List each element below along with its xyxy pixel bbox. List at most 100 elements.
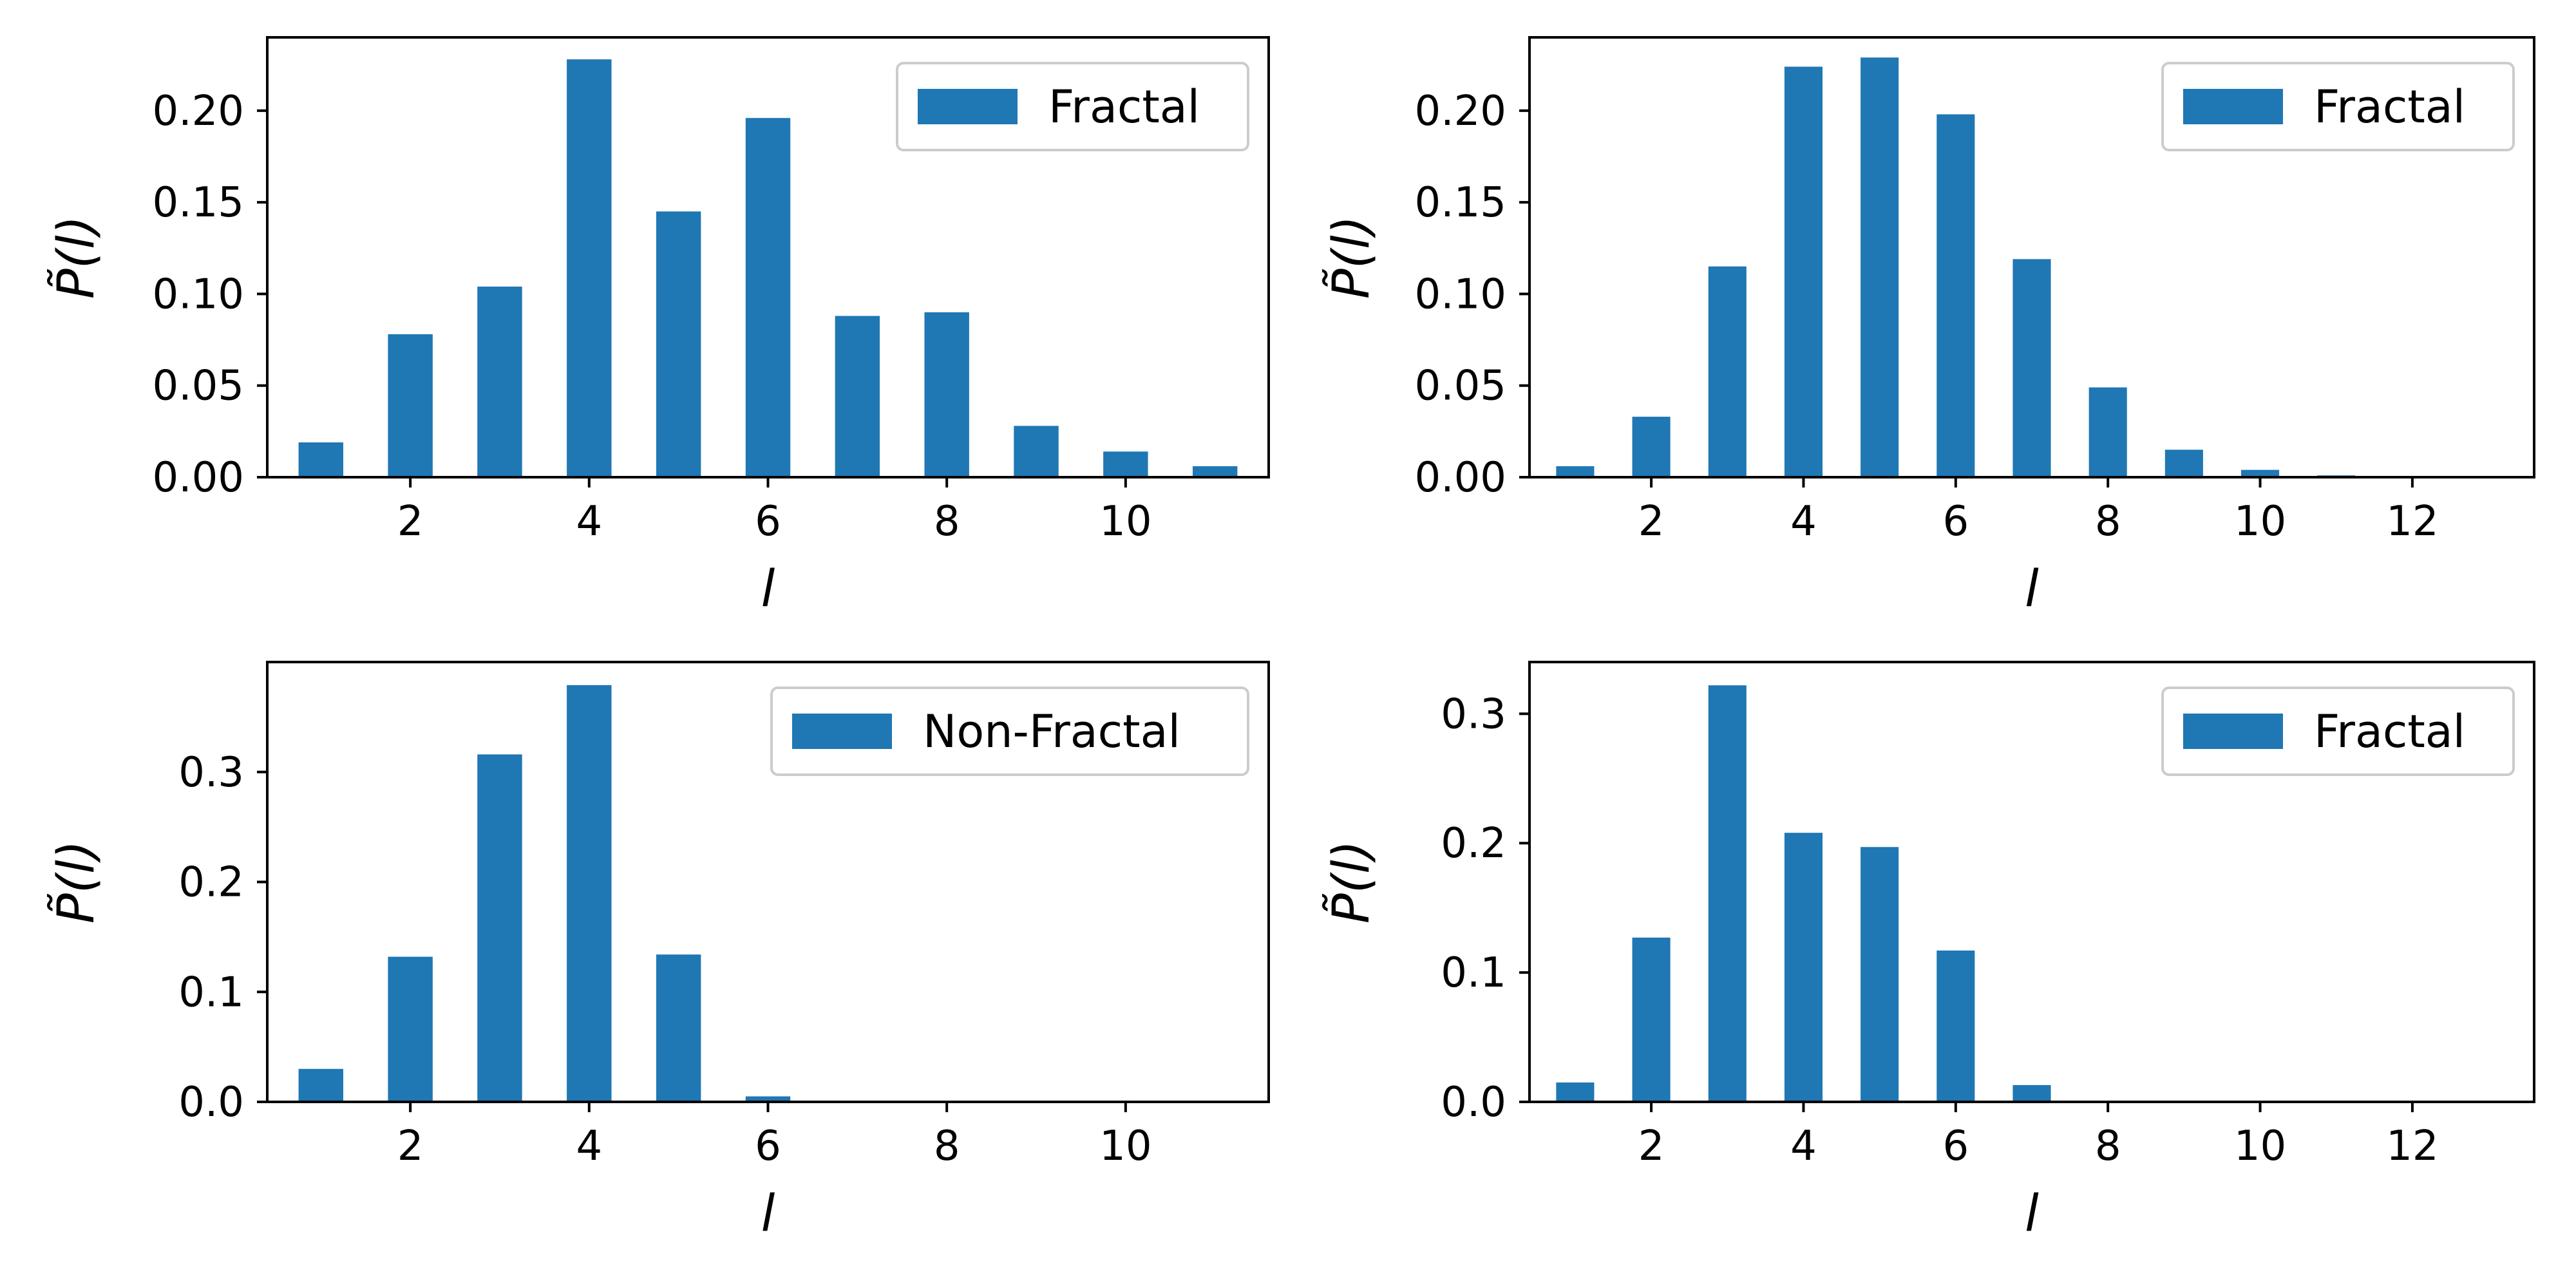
bar <box>2012 1084 2051 1102</box>
x-tick-label: 4 <box>1790 1122 1817 1170</box>
bar <box>477 754 522 1102</box>
x-tick-label: 8 <box>934 1122 960 1170</box>
x-tick-label: 8 <box>934 498 960 545</box>
bar <box>1861 57 1899 477</box>
x-tick-label: 2 <box>1638 1122 1665 1170</box>
chart-panel-2: 2 4 6 8 10 12 0.00 0.05 0.10 0.15 0.20 l P̃(l) Fracta… <box>1321 36 2535 618</box>
bar <box>745 1096 791 1102</box>
bar <box>2012 259 2051 477</box>
x-tick-label: 2 <box>397 1122 424 1170</box>
x-tick-label: 6 <box>1942 1122 1969 1170</box>
legend: Non-Fractal <box>770 687 1249 776</box>
y-tick-label: 0.00 <box>153 454 245 502</box>
bar <box>1937 114 1975 477</box>
legend-swatch <box>792 714 892 749</box>
legend-label: Fractal <box>2314 80 2465 133</box>
legend-frame <box>770 687 1249 776</box>
y-tick-label: 0.3 <box>178 749 244 797</box>
bar <box>1708 266 1747 477</box>
legend-swatch <box>2183 714 2283 749</box>
x-tick-label: 10 <box>2234 1122 2286 1170</box>
x-tick-label: 4 <box>576 1122 602 1170</box>
x-axis-label: l <box>2025 1185 2039 1243</box>
y-tick-label: 0.0 <box>178 1079 244 1126</box>
y-tick-label: 0.1 <box>178 969 244 1016</box>
y-tick-label: 0.20 <box>1415 88 1507 135</box>
legend-swatch <box>918 89 1018 124</box>
legend-swatch <box>2183 89 2283 124</box>
bar <box>1784 833 1823 1102</box>
bar <box>1784 66 1823 478</box>
x-tick-label: 6 <box>755 498 781 545</box>
bar <box>2088 387 2127 477</box>
legend: Fractal <box>896 62 1249 151</box>
y-tick-label: 0.05 <box>153 363 245 410</box>
x-tick-label: 10 <box>1099 498 1151 545</box>
x-tick-label: 8 <box>2095 498 2121 545</box>
legend-frame <box>2161 687 2515 776</box>
y-tick-label: 0.15 <box>1415 179 1507 227</box>
bar <box>298 442 344 477</box>
y-tick-label: 0.15 <box>153 179 245 227</box>
x-tick-label: 10 <box>2234 498 2286 545</box>
y-tick-label: 0.10 <box>153 270 245 318</box>
x-tick-label: 12 <box>2386 498 2438 545</box>
y-axis-label: P̃(l) <box>1321 840 1381 924</box>
x-tick-label: 6 <box>1942 498 1969 545</box>
x-tick-label: 2 <box>397 498 424 545</box>
bar <box>2164 450 2203 477</box>
x-tick-label: 2 <box>1638 498 1665 545</box>
bar <box>567 685 612 1102</box>
y-axis-label: P̃(l) <box>46 840 106 924</box>
chart-panel-3: 2 4 6 8 10 0.0 0.1 0.2 0.3 l P̃(l) Non-Fractal <box>46 661 1270 1243</box>
bar <box>1708 685 1747 1102</box>
y-tick-label: 0.05 <box>1415 363 1507 410</box>
y-tick-label: 0.1 <box>1441 949 1506 997</box>
bar <box>924 312 969 477</box>
bar <box>1937 950 1975 1102</box>
bar <box>745 118 791 477</box>
bar <box>2241 469 2280 477</box>
bar <box>656 954 701 1102</box>
x-tick-label: 12 <box>2386 1122 2438 1170</box>
x-tick-label: 10 <box>1099 1122 1151 1170</box>
y-tick-label: 0.10 <box>1415 270 1507 318</box>
legend-frame <box>2161 62 2515 151</box>
legend-label: Fractal <box>1048 80 1200 133</box>
y-axis-label: P̃(l) <box>46 216 106 299</box>
y-tick-label: 0.20 <box>153 88 245 135</box>
legend-label: Non-Fractal <box>923 705 1180 758</box>
legend: Fractal <box>2161 687 2515 776</box>
bar <box>388 956 433 1102</box>
x-tick-label: 6 <box>755 1122 781 1170</box>
x-tick-label: 8 <box>2095 1122 2121 1170</box>
bar <box>1014 426 1059 477</box>
bar <box>477 287 522 477</box>
bar <box>1632 937 1671 1102</box>
bar <box>567 59 612 477</box>
x-axis-label: l <box>761 560 775 618</box>
y-tick-label: 0.2 <box>178 859 244 907</box>
bar <box>835 316 880 477</box>
y-tick-label: 0.00 <box>1415 454 1507 502</box>
x-tick-label: 4 <box>1790 498 1817 545</box>
y-axis-label: P̃(l) <box>1321 216 1381 299</box>
bar <box>656 211 701 477</box>
bar <box>1632 417 1671 477</box>
x-axis-label: l <box>2025 560 2039 618</box>
bar <box>388 334 433 477</box>
chart-panel-1: 2 4 6 8 10 0.00 0.05 0.10 0.15 0.20 l P̃(l) Fractal <box>46 36 1270 618</box>
bar <box>1556 1082 1595 1102</box>
bar <box>1861 847 1899 1102</box>
x-tick-label: 4 <box>576 498 602 545</box>
bar <box>298 1068 344 1102</box>
legend: Fractal <box>2161 62 2515 151</box>
legend-label: Fractal <box>2314 705 2465 758</box>
chart-panel-4: 2 4 6 8 10 12 0.0 0.1 0.2 0.3 l P̃(l) Fractal <box>1321 661 2535 1243</box>
y-tick-label: 0.3 <box>1441 690 1506 738</box>
x-axis-label: l <box>761 1185 775 1243</box>
legend-frame <box>896 62 1249 151</box>
bar <box>1556 466 1595 477</box>
bar <box>1103 451 1148 477</box>
